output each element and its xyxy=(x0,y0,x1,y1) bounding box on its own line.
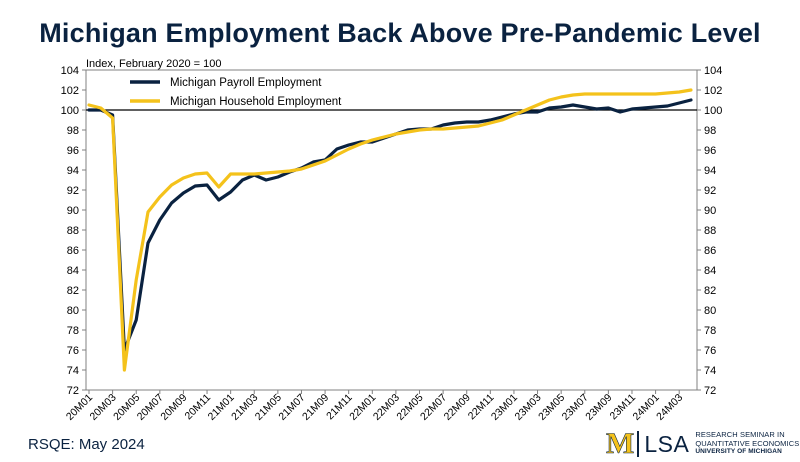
y-tick-label-left: 104 xyxy=(61,65,79,77)
y-tick-label-left: 92 xyxy=(67,185,79,197)
y-tick-label-left: 76 xyxy=(67,345,79,357)
y-tick-label-right: 104 xyxy=(704,65,722,77)
y-tick-label-left: 94 xyxy=(67,165,79,177)
y-tick-label-right: 94 xyxy=(704,165,716,177)
logo-line-3: UNIVERSITY OF MICHIGAN xyxy=(695,448,782,456)
y-tick-label-right: 96 xyxy=(704,145,716,157)
legend-payroll-label: Michigan Payroll Employment xyxy=(170,77,322,89)
y-tick-label-left: 82 xyxy=(67,285,79,297)
x-tick-label: 21M09 xyxy=(300,392,331,423)
x-tick-label: 23M09 xyxy=(583,392,614,423)
legend-household-label: Michigan Household Employment xyxy=(170,96,342,108)
y-tick-label-left: 84 xyxy=(67,265,79,277)
y-tick-label-right: 92 xyxy=(704,185,716,197)
y-tick-label-left: 72 xyxy=(67,385,79,397)
x-tick-label: 22M09 xyxy=(442,392,473,423)
y-tick-label-right: 78 xyxy=(704,325,716,337)
y-tick-label-right: 74 xyxy=(704,365,716,377)
y-tick-label-right: 80 xyxy=(704,305,716,317)
y-tick-label-right: 86 xyxy=(704,245,716,257)
y-tick-label-left: 98 xyxy=(67,125,79,137)
household-series-line xyxy=(87,88,693,372)
logo-line-2: QUANTITATIVE ECONOMICS xyxy=(695,438,800,448)
legend: Michigan Payroll Employment Michigan Hous… xyxy=(130,77,342,108)
y-tick-label-right: 84 xyxy=(704,265,716,277)
y-tick-label-left: 78 xyxy=(67,325,79,337)
y-tick-label-right: 82 xyxy=(704,285,716,297)
plot-area xyxy=(85,69,698,391)
logo-divider xyxy=(637,431,640,457)
y-tick-label-right: 98 xyxy=(704,125,716,137)
y-tick-label-right: 76 xyxy=(704,345,716,357)
x-tick-label: 20M09 xyxy=(158,392,189,423)
right-y-axis: 72 74 76 78 80 82 84 86 88 90 92 94 96 98 100 102 104 xyxy=(697,65,722,397)
lsa-rsqe-logo: M LSA RESEARCH SEMINAR IN QUANTITATIVE E… xyxy=(606,427,800,460)
y-tick-label-right: 72 xyxy=(704,385,716,397)
block-m-logo: M xyxy=(606,427,635,460)
x-tick-label: 24M03 xyxy=(654,392,685,423)
logo-lsa: LSA xyxy=(644,430,690,457)
chart-subtitle: Index, February 2020 = 100 xyxy=(86,58,221,70)
chart-title: Michigan Employment Back Above Pre-Pande… xyxy=(39,18,761,48)
x-axis: 20M0120M0320M0520M0720M0920M1121M0121M03… xyxy=(64,390,685,423)
left-y-axis: 72 74 76 78 80 82 84 86 88 90 92 94 96 98 100 102 104 xyxy=(61,65,86,397)
payroll-series-line xyxy=(87,98,693,352)
logo-line-1: RESEARCH SEMINAR IN xyxy=(695,430,785,440)
logo-text: RESEARCH SEMINAR IN QUANTITATIVE ECONOMI… xyxy=(695,431,799,457)
y-tick-label-left: 80 xyxy=(67,305,79,317)
y-tick-label-right: 88 xyxy=(704,225,716,237)
y-tick-label-left: 102 xyxy=(61,85,79,97)
y-tick-label-left: 88 xyxy=(67,225,79,237)
y-tick-label-right: 102 xyxy=(704,85,722,97)
source-note: RSQE: May 2024 xyxy=(28,436,145,453)
y-tick-label-left: 100 xyxy=(61,105,79,117)
y-tick-label-left: 90 xyxy=(67,205,79,217)
y-tick-label-right: 100 xyxy=(704,105,722,117)
series-layer xyxy=(87,88,693,372)
y-tick-label-left: 86 xyxy=(67,245,79,257)
y-tick-label-left: 74 xyxy=(67,365,79,377)
y-tick-label-left: 96 xyxy=(67,145,79,157)
y-tick-label-right: 90 xyxy=(704,205,716,217)
